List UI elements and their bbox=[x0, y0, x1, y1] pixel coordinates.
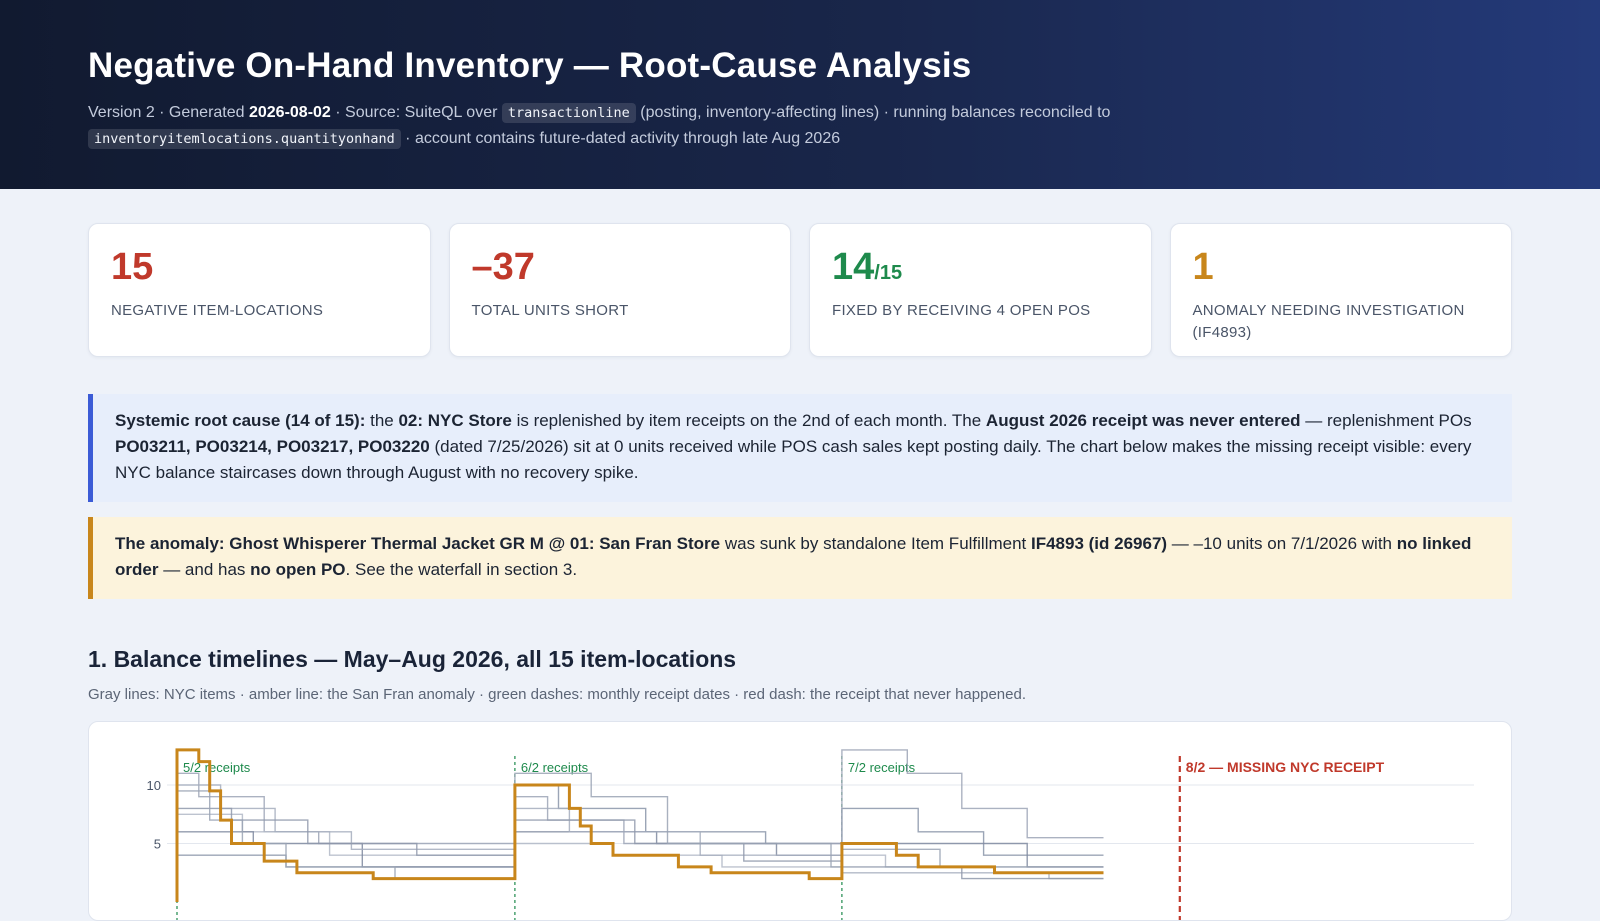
callout-text: the bbox=[365, 411, 399, 430]
subtitle-future-activity: · account contains future-dated activity… bbox=[400, 130, 841, 147]
y-tick-label: 5 bbox=[154, 837, 161, 852]
section-balance-timelines: 1. Balance timelines — May–Aug 2026, all… bbox=[0, 646, 1600, 703]
kpi-card-fixed-by-pos: 14/15 FIXED BY RECEIVING 4 OPEN POS bbox=[809, 223, 1152, 357]
callout-text: — and has bbox=[158, 560, 251, 579]
missing-receipt-text: August 2026 receipt was never entered bbox=[985, 411, 1301, 430]
callout-heading: The anomaly: Ghost Whisperer Thermal Jac… bbox=[115, 534, 721, 553]
kpi-number: –37 bbox=[471, 246, 535, 288]
code-quantityonhand: inventoryitemlocations.quantityonhand bbox=[88, 129, 401, 149]
balance-timeline-chart: 5 10 5/2 receipts 6/2 receipts 7/2 receipts 8… bbox=[88, 721, 1512, 921]
callout-text: — –10 units on 7/1/2026 with bbox=[1167, 534, 1397, 553]
nyc-series-line bbox=[176, 813, 1104, 902]
kpi-card-anomaly: 1 ANOMALY NEEDING INVESTIGATION (IF4893) bbox=[1169, 223, 1512, 357]
code-transactionline: transactionline bbox=[501, 103, 636, 123]
marker-label: 5/2 receipts bbox=[183, 760, 251, 775]
systemic-root-cause-callout: Systemic root cause (14 of 15): the 02: … bbox=[88, 394, 1512, 502]
kpi-number: 15 bbox=[111, 246, 154, 288]
kpi-label: NEGATIVE ITEM-LOCATIONS bbox=[111, 302, 324, 319]
kpi-label: ANOMALY NEEDING INVESTIGATION (IF4893) bbox=[1192, 302, 1465, 341]
no-linked-order-text: no linked order bbox=[115, 534, 1472, 579]
callout-text: is replenished by item receipts on the 2… bbox=[511, 411, 986, 430]
callout-text: was sunk by standalone Item Fulfillment bbox=[720, 534, 1031, 553]
kpi-number: 14 bbox=[832, 246, 875, 288]
kpi-row: 15 NEGATIVE ITEM-LOCATIONS –37 TOTAL UNI… bbox=[0, 189, 1600, 357]
anomaly-callout: The anomaly: Ghost Whisperer Thermal Jac… bbox=[88, 517, 1512, 599]
chart-svg: 5 10 5/2 receipts 6/2 receipts 7/2 receipts 8… bbox=[147, 748, 1474, 920]
po-list: PO03211, PO03214, PO03217, PO03220 bbox=[115, 437, 430, 456]
page-subtitle: Version 2 · Generated 2026-08-02 · Sourc… bbox=[88, 100, 1512, 152]
anomaly-series-line bbox=[175, 748, 1104, 902]
kpi-label: TOTAL UNITS SHORT bbox=[471, 302, 629, 319]
kpi-card-negative-locations: 15 NEGATIVE ITEM-LOCATIONS bbox=[88, 223, 431, 357]
kpi-value: 15 bbox=[111, 246, 408, 294]
kpi-value: 1 bbox=[1193, 246, 1490, 294]
section-title: 1. Balance timelines — May–Aug 2026, all… bbox=[88, 646, 737, 672]
marker-label: 6/2 receipts bbox=[521, 760, 589, 775]
marker-label: 8/2 — MISSING NYC RECEIPT bbox=[1186, 759, 1385, 775]
kpi-value: 14/15 bbox=[832, 246, 1129, 294]
kpi-number: 1 bbox=[1192, 246, 1214, 288]
kpi-label: FIXED BY RECEIVING 4 OPEN POS bbox=[832, 302, 1091, 319]
fulfillment-id: IF4893 (id 26967) bbox=[1031, 534, 1168, 553]
subtitle-source: · Source: SuiteQL over bbox=[330, 104, 502, 121]
kpi-value: –37 bbox=[472, 246, 769, 294]
store-name: 02: NYC Store bbox=[398, 411, 512, 430]
kpi-denominator: /15 bbox=[874, 262, 903, 284]
no-open-po-text: no open PO bbox=[250, 560, 346, 579]
report-header: Negative On-Hand Inventory — Root-Cause … bbox=[0, 0, 1600, 189]
nyc-series-line bbox=[176, 772, 1104, 902]
subtitle-reconcile: (posting, inventory-affecting lines) · r… bbox=[635, 104, 1111, 121]
generated-date: 2026-08-02 bbox=[248, 104, 331, 121]
y-tick-label: 10 bbox=[147, 778, 161, 793]
page-title: Negative On-Hand Inventory — Root-Cause … bbox=[88, 46, 972, 85]
marker-label: 7/2 receipts bbox=[848, 760, 916, 775]
chart-legend-note: Gray lines: NYC items · amber line: the … bbox=[88, 686, 1026, 703]
callout-text: — replenishment POs bbox=[1300, 411, 1472, 430]
subtitle-version: Version 2 · Generated bbox=[88, 104, 249, 121]
callout-text: . See the waterfall in section 3. bbox=[345, 560, 578, 579]
callout-heading: Systemic root cause (14 of 15): bbox=[115, 411, 366, 430]
kpi-card-units-short: –37 TOTAL UNITS SHORT bbox=[448, 223, 791, 357]
callout-text: (dated 7/25/2026) sit at 0 units receive… bbox=[115, 437, 1472, 482]
